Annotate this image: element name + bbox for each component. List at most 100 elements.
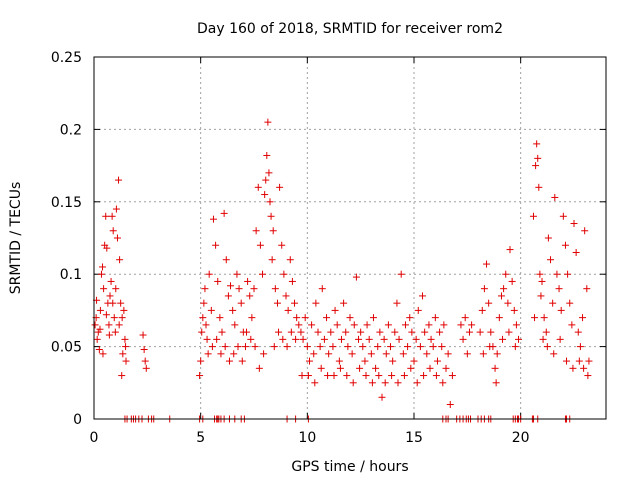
data-point bbox=[103, 244, 111, 252]
data-point bbox=[436, 328, 444, 336]
data-point bbox=[412, 335, 420, 343]
data-points bbox=[91, 118, 593, 423]
data-point bbox=[388, 372, 396, 380]
data-point bbox=[337, 335, 345, 343]
data-point bbox=[397, 270, 405, 278]
data-point bbox=[284, 306, 292, 314]
data-point bbox=[431, 314, 439, 322]
data-point bbox=[99, 263, 107, 271]
plot-frame bbox=[93, 56, 607, 420]
data-point bbox=[534, 154, 542, 162]
data-point bbox=[575, 357, 583, 365]
data-point bbox=[209, 215, 217, 223]
data-point bbox=[102, 311, 110, 319]
data-point bbox=[267, 212, 275, 220]
data-point bbox=[346, 314, 354, 322]
data-point bbox=[214, 277, 222, 285]
data-point bbox=[448, 372, 456, 380]
data-point bbox=[429, 343, 437, 351]
data-point bbox=[487, 328, 495, 336]
data-point bbox=[216, 314, 224, 322]
data-point bbox=[395, 335, 403, 343]
x-tick-label: 0 bbox=[90, 430, 99, 446]
data-point bbox=[263, 151, 271, 159]
data-point bbox=[324, 372, 332, 380]
data-point bbox=[536, 270, 544, 278]
data-point bbox=[349, 379, 357, 387]
data-point bbox=[316, 343, 324, 351]
data-point bbox=[118, 314, 126, 322]
data-point bbox=[512, 321, 520, 329]
data-point bbox=[336, 364, 344, 372]
data-point bbox=[549, 299, 557, 307]
data-point bbox=[308, 321, 316, 329]
data-point bbox=[584, 372, 592, 380]
axis-ticks bbox=[93, 56, 606, 420]
data-point bbox=[350, 321, 358, 329]
data-point bbox=[320, 335, 328, 343]
data-point bbox=[122, 357, 130, 365]
data-point bbox=[382, 350, 390, 358]
data-point bbox=[542, 328, 550, 336]
data-point bbox=[532, 162, 540, 170]
data-point bbox=[427, 335, 435, 343]
data-point bbox=[266, 198, 274, 206]
data-point bbox=[271, 285, 279, 293]
data-point bbox=[221, 343, 229, 351]
data-point bbox=[280, 270, 288, 278]
data-point bbox=[557, 306, 565, 314]
data-point bbox=[227, 282, 235, 290]
data-point bbox=[121, 335, 129, 343]
data-point bbox=[333, 321, 341, 329]
data-point bbox=[352, 273, 360, 281]
data-point bbox=[476, 328, 484, 336]
data-point bbox=[116, 256, 124, 264]
data-point bbox=[197, 357, 205, 365]
data-point bbox=[310, 350, 318, 358]
data-point bbox=[276, 183, 284, 191]
data-point bbox=[479, 350, 487, 358]
data-point bbox=[118, 372, 126, 380]
data-point bbox=[105, 321, 113, 329]
data-point bbox=[580, 364, 588, 372]
data-point bbox=[329, 343, 337, 351]
data-point bbox=[372, 364, 380, 372]
data-point bbox=[275, 328, 283, 336]
data-point bbox=[140, 345, 148, 353]
y-axis-label: SRMTID / TECUs bbox=[8, 182, 24, 295]
data-point bbox=[293, 314, 301, 322]
data-point bbox=[362, 372, 370, 380]
data-point bbox=[273, 299, 281, 307]
data-point bbox=[108, 212, 116, 220]
data-point bbox=[233, 270, 241, 278]
data-point bbox=[576, 343, 584, 351]
data-point bbox=[568, 321, 576, 329]
data-point bbox=[318, 285, 326, 293]
data-point bbox=[553, 270, 561, 278]
data-point bbox=[564, 270, 572, 278]
data-point bbox=[485, 299, 493, 307]
x-axis-label: GPS time / hours bbox=[291, 459, 408, 475]
data-point bbox=[260, 350, 268, 358]
data-point bbox=[446, 401, 454, 409]
data-point bbox=[246, 292, 254, 300]
data-point bbox=[374, 343, 382, 351]
data-point bbox=[380, 335, 388, 343]
data-point bbox=[141, 357, 149, 365]
y-tick-label: 0.15 bbox=[51, 195, 82, 211]
data-point bbox=[110, 314, 118, 322]
data-point bbox=[254, 183, 262, 191]
data-point bbox=[270, 343, 278, 351]
data-point bbox=[247, 335, 255, 343]
data-point bbox=[572, 248, 580, 256]
y-tick-label: 0.2 bbox=[60, 122, 82, 138]
data-point bbox=[261, 191, 269, 199]
data-point bbox=[217, 350, 225, 358]
data-point bbox=[109, 299, 117, 307]
data-point bbox=[248, 314, 256, 322]
data-point bbox=[343, 372, 351, 380]
data-point bbox=[122, 343, 130, 351]
data-point bbox=[199, 314, 207, 322]
data-point bbox=[344, 343, 352, 351]
data-point bbox=[399, 350, 407, 358]
